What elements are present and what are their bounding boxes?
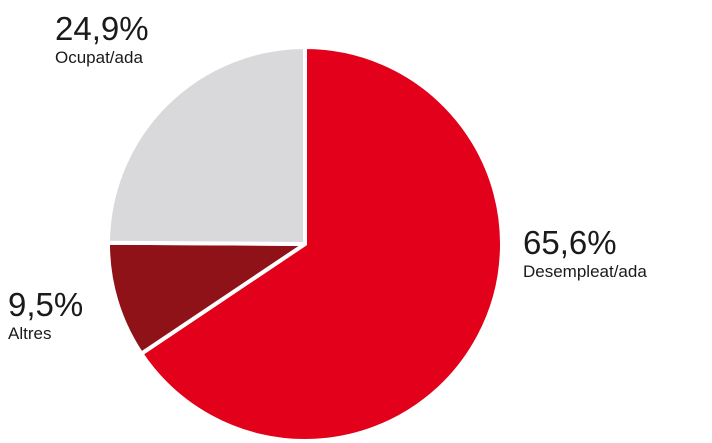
slice-label-altres: 9,5% Altres bbox=[8, 288, 83, 342]
slice-name-altres: Altres bbox=[8, 324, 52, 343]
slice-value-altres: 9,5% bbox=[8, 286, 84, 323]
slice-name-ocupat: Ocupat/ada bbox=[55, 48, 143, 67]
slice-value-ocupat: 24,9% bbox=[55, 10, 149, 47]
slice-value-desempleat: 65,6% bbox=[523, 224, 617, 261]
pie-slices bbox=[105, 45, 504, 443]
pie-slice-ocupat bbox=[106, 45, 307, 246]
slice-name-desempleat: Desempleat/ada bbox=[523, 262, 647, 281]
pie-slice-desempleat bbox=[139, 45, 504, 443]
pie-slice-altres bbox=[105, 240, 307, 356]
slice-label-ocupat: 24,9% Ocupat/ada bbox=[55, 12, 149, 66]
slice-label-desempleat: 65,6% Desempleat/ada bbox=[523, 226, 647, 280]
